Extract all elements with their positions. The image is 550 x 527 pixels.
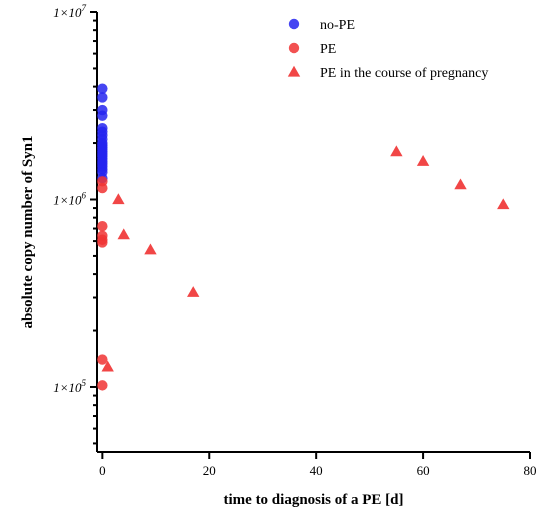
point-pe-in-the-course-of-pregnancy (390, 145, 403, 157)
x-tick-label: 20 (203, 463, 216, 478)
legend-marker (288, 18, 300, 30)
y-tick-label-exponent: 6 (82, 190, 87, 200)
y-tick-label-exponent: 7 (82, 3, 87, 13)
point-pe-in-the-course-of-pregnancy (112, 193, 125, 205)
y-tick-label: 1×107 (53, 3, 86, 20)
y-tick-label: 1×105 (53, 378, 86, 395)
x-axis: 0 20 40 60 80 (97, 451, 537, 478)
legend-label: PE (320, 42, 336, 57)
x-axis-title: time to diagnosis of a PE [d] (224, 492, 404, 508)
point-pe (97, 237, 108, 248)
point-pe (97, 182, 108, 194)
point-pe-in-the-course-of-pregnancy (101, 360, 114, 372)
x-tick-label: 60 (417, 463, 430, 478)
point-pe-in-the-course-of-pregnancy (454, 178, 467, 190)
y-tick-label: 1×106 (53, 190, 86, 207)
y-tick-label-exponent: 5 (82, 378, 87, 388)
point-pe (97, 354, 108, 365)
y-tick-label-base: 1×10 (53, 380, 82, 395)
point-pe (97, 380, 108, 391)
legend-label: PE in the course of pregnancy (320, 66, 488, 81)
x-tick-label: 80 (524, 463, 537, 478)
point-pe (97, 221, 108, 232)
point-pe-in-the-course-of-pregnancy (416, 155, 430, 166)
y-axis-title: absolute copy number of Syn1 (20, 135, 36, 328)
point-pe-in-the-course-of-pregnancy (117, 228, 130, 240)
legend: no-PE PE PE in the course of pregnancy (287, 18, 488, 81)
y-tick-label-base: 1×10 (53, 5, 82, 20)
legend-label: no-PE (320, 18, 355, 33)
x-tick-label: 0 (99, 463, 106, 478)
x-tick-label: 40 (310, 463, 323, 478)
legend-marker (288, 42, 300, 54)
point-no-pe (97, 83, 108, 94)
point-pe-in-the-course-of-pregnancy (497, 198, 510, 210)
legend-marker (287, 65, 301, 77)
plot-points (97, 83, 510, 391)
point-no-pe (97, 110, 108, 121)
y-tick-label-base: 1×10 (53, 192, 82, 207)
point-pe-in-the-course-of-pregnancy (144, 243, 157, 255)
point-pe-in-the-course-of-pregnancy (187, 286, 200, 297)
point-no-pe (97, 92, 108, 103)
